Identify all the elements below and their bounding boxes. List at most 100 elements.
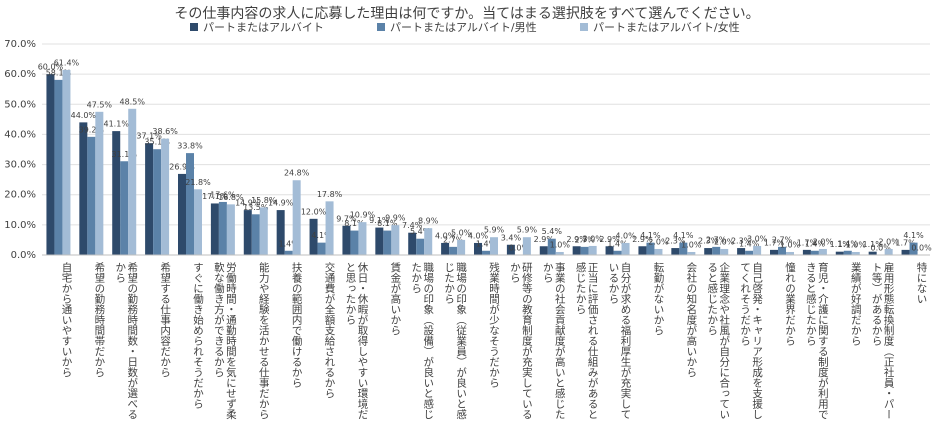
bar [646,242,655,255]
x-tick-label: 職場の印象（設備）が良いと感じたから [410,262,435,420]
bar [539,246,548,255]
value-label: 1.4% [279,239,300,248]
bar [810,250,819,255]
bar [54,79,63,256]
value-label: 2.7% [706,235,727,244]
y-tick-label: 40.0% [4,129,36,140]
value-label: 44.0% [71,111,97,120]
bar [457,239,466,255]
bar [46,74,55,256]
bar [720,248,729,255]
x-tick-label: 転勤がないから [652,262,665,336]
bar [522,237,531,255]
bar [753,245,762,255]
value-label: 2.9% [632,235,653,244]
bar [218,201,227,255]
value-label: 41.1% [104,120,130,129]
value-label: 58.1% [46,68,72,77]
value-label: 4.0% [615,231,636,240]
bar [292,180,301,255]
value-label: 9.1% [369,216,390,225]
bar [87,136,96,255]
y-tick-label: 20.0% [4,190,36,201]
bar [79,122,88,255]
x-tick-label: 賃金が高いから [389,262,402,336]
bar [449,246,458,255]
bar [95,111,104,255]
value-label: 31.1% [112,150,138,159]
y-tick-label: 60.0% [4,69,36,80]
bar [909,242,918,255]
bar [226,204,235,255]
bar [161,138,170,255]
x-tick-label: 労働時間・通勤時間を気にせず柔軟な働き方ができるから [212,262,237,420]
x-tick-label: 自宅から通いやすいから [60,262,73,378]
value-label: 1.0% [780,240,801,249]
value-label: 15.8% [251,196,277,205]
value-label: 8.1% [377,219,398,228]
value-label: 16.8% [218,193,244,202]
value-label: 1.4% [476,239,497,248]
y-tick-label: 50.0% [4,99,36,110]
x-tick-label: 雇用形態転換制度（正社員・パート等）があるから [870,262,895,420]
value-label: 1.4% [838,239,859,248]
bar [621,242,630,255]
bar [243,210,252,255]
value-label: 1.7% [797,238,818,247]
bar [375,227,384,255]
value-label: 3.0% [747,234,768,243]
legend-swatch [580,23,588,31]
value-label: 2.0% [813,237,834,246]
x-tick-label: 希望の勤務時間数・日数が選べるから [114,262,139,420]
value-label: 8.1% [344,219,365,228]
value-label: 1.4% [607,239,628,248]
legend-label: パートまたはアルバイト [203,21,324,34]
bar [786,251,794,255]
value-label: 61.4% [54,58,80,67]
bar [474,242,482,255]
value-label: 2.0% [879,237,900,246]
value-label: 1.7% [895,238,916,247]
bar [687,251,696,255]
y-tick-label: 0.0% [11,250,36,261]
bar [704,248,713,255]
bar [555,251,564,255]
bar [802,249,811,255]
x-tick-label: 業績が好調だから [849,262,862,346]
value-label: 2.7% [575,235,596,244]
x-tick-label: 能力や経験を活かせる仕事だから [257,262,270,420]
bar [317,242,326,255]
bar [342,225,351,255]
value-label: 26.9% [169,162,195,171]
bar [654,248,663,255]
value-label: 0.0% [509,244,530,253]
value-label: 2.7% [772,235,793,244]
value-label: 4.0% [468,231,489,240]
legend-swatch [190,23,198,31]
value-label: 2.3% [731,237,752,246]
value-label: 7.4% [402,221,423,230]
value-label: 12.0% [301,207,327,216]
bar [679,242,688,255]
chart: その仕事内容の求人に応募した理由は何ですか。当てはまる選択肢をすべて選んでくださ… [4,5,932,261]
bar [251,214,260,255]
bar [818,248,827,255]
value-label: 9.7% [336,214,357,223]
x-tick-label: すぐに働き始められそうだから [192,262,204,409]
bar [325,201,334,255]
bar [901,249,910,255]
value-label: 3.4% [501,233,522,242]
bar [638,246,647,255]
bar [580,246,589,255]
legend-swatch [377,23,385,31]
bar [112,131,121,255]
value-label: 1.1% [863,240,884,249]
bar [408,232,417,255]
bar [613,250,622,255]
legend-label: パートまたはアルバイト/女性 [593,20,740,34]
value-label: 10.9% [350,211,376,220]
value-label: 1.7% [764,238,785,247]
value-label: 2.9% [567,235,588,244]
value-label: 2.3% [665,237,686,246]
